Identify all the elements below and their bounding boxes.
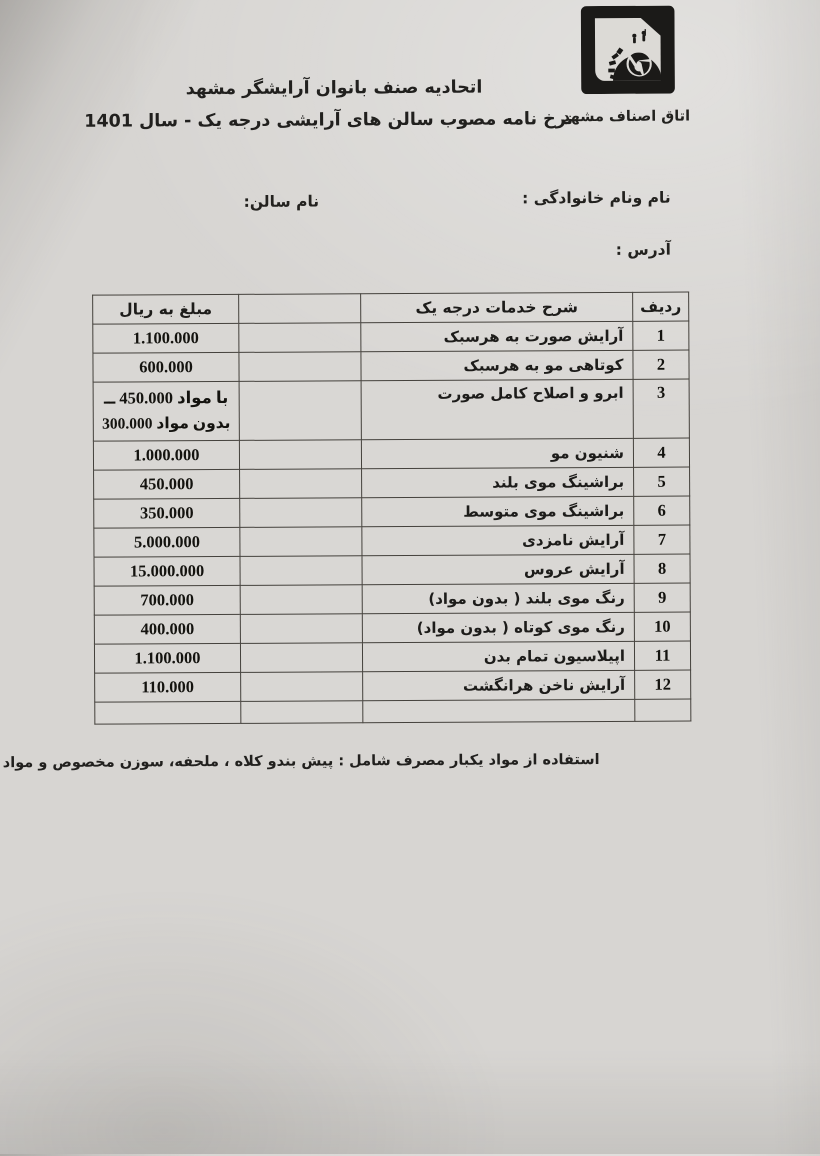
blank-cell (238, 322, 361, 353)
row-number: 1 (632, 321, 689, 351)
col-header-row-no: ردیف (632, 292, 689, 322)
amount-value: 450.000 (139, 473, 194, 494)
amount-value: 700.000 (140, 589, 195, 610)
amount-cell: 5.000.000 (93, 527, 240, 558)
blank-cell (240, 700, 363, 724)
amount-value: 350.000 (139, 502, 194, 523)
service-name: کوتاهی مو به هرسبک (360, 350, 634, 381)
service-name: رنگ موی کوتاه ( بدون مواد) (362, 612, 635, 643)
address-field-label: آدرس : (615, 240, 671, 259)
amount-cell: با مواد 450.000 ــ بدون مواد 300.000 (93, 381, 240, 442)
amount-value: 600.000 (139, 356, 193, 377)
col-header-service: شرح خدمات درجه یک (360, 292, 633, 323)
amount-cell: 110.000 (94, 672, 241, 703)
amount-cell: 1.100.000 (92, 323, 239, 354)
row-number: 6 (633, 496, 690, 526)
row-number: 10 (634, 612, 691, 642)
blank-cell (240, 584, 363, 615)
service-name: براشینگ موی بلند (361, 467, 634, 498)
row-number: 4 (633, 438, 690, 468)
chamber-of-guilds-logo-icon (580, 5, 675, 95)
amount-cell: 600.000 (92, 352, 240, 383)
amount-value: با مواد 450.000 ــ (103, 388, 229, 409)
amount-cell: 1.000.000 (93, 440, 240, 471)
amount-value-secondary: بدون مواد 300.000 (102, 414, 231, 433)
service-name: آرایش صورت به هرسبک (360, 321, 633, 352)
service-name: ابرو و اصلاح کامل صورت (361, 379, 634, 440)
table-row: 9 رنگ موی بلند ( بدون مواد) 700.000 (94, 583, 691, 616)
table-row: 8 آرایش عروس 15.000.000 (93, 554, 691, 587)
table-row: 1 آرایش صورت به هرسبک 1.100.000 (92, 321, 689, 354)
table-row: 10 رنگ موی کوتاه ( بدون مواد) 400.000 (94, 612, 691, 645)
row-number: 2 (632, 350, 690, 380)
table-row: 11 اپیلاسیون تمام بدن 1.100.000 (94, 641, 691, 674)
blank-cell (239, 380, 362, 441)
chamber-name: اتاق اصناف مشهد (562, 108, 691, 126)
row-number: 8 (633, 554, 691, 584)
amount-cell: 1.100.000 (94, 643, 241, 674)
service-name: اپیلاسیون تمام بدن (362, 641, 635, 672)
amount-cell: 15.000.000 (93, 556, 241, 587)
row-number: 3 (633, 379, 690, 439)
document-title: نرخ نامه مصوب سالن های آرایشی درجه یک - … (84, 109, 574, 132)
blank-cell (240, 613, 363, 644)
blank-cell (238, 351, 362, 382)
amount-value: 1.100.000 (134, 647, 201, 668)
col-header-blank (238, 293, 361, 324)
amount-value: 5.000.000 (133, 531, 200, 552)
amount-value: 1.000.000 (133, 444, 200, 465)
blank-cell (239, 555, 363, 586)
table-row: 4 شنیون مو 1.000.000 (93, 438, 690, 471)
amount-value: 1.100.000 (132, 327, 199, 348)
table-row: 5 براشینگ موی بلند 450.000 (93, 467, 690, 500)
price-table: ردیف شرح خدمات درجه یک مبلغ به ریال 1 آر… (92, 292, 691, 725)
full-name-field-label: نام ونام خانوادگی : (522, 188, 671, 208)
row-number: 11 (634, 641, 691, 671)
service-name: براشینگ موی متوسط (361, 496, 634, 527)
service-name: آرایش ناخن هرانگشت (362, 670, 635, 701)
service-name (362, 699, 635, 723)
table-row: 2 کوتاهی مو به هرسبک 600.000 (92, 350, 690, 383)
row-number (634, 699, 691, 722)
service-name: آرایش عروس (361, 554, 635, 585)
blank-cell (239, 439, 362, 470)
table-row-empty (94, 699, 691, 725)
blank-cell (240, 671, 363, 702)
amount-value: 15.000.000 (129, 560, 205, 581)
table-row: 7 آرایش نامزدی 5.000.000 (93, 525, 690, 558)
amount-cell: 700.000 (94, 585, 241, 616)
service-name: آرایش نامزدی (361, 525, 634, 556)
blank-cell (240, 642, 363, 673)
col-header-amount: مبلغ به ریال (92, 294, 239, 325)
table-row: 6 براشینگ موی متوسط 350.000 (93, 496, 690, 529)
salon-name-field-label: نام سالن: (243, 192, 320, 211)
row-number: 9 (634, 583, 691, 613)
amount-value: 110.000 (141, 676, 195, 697)
union-title: اتحادیه صنف بانوان آرایشگر مشهد (185, 77, 483, 100)
amount-cell: 400.000 (94, 614, 241, 645)
row-number: 5 (633, 467, 690, 497)
service-name: شنیون مو (361, 438, 634, 469)
blank-cell (239, 526, 362, 557)
service-name: رنگ موی بلند ( بدون مواد) (362, 583, 635, 614)
table-row: 12 آرایش ناخن هرانگشت 110.000 (94, 670, 691, 703)
amount-cell: 450.000 (93, 469, 240, 500)
amount-value: 400.000 (140, 618, 195, 639)
table-row: 3 ابرو و اصلاح کامل صورت با مواد 450.000… (93, 379, 690, 442)
blank-cell (239, 497, 362, 528)
amount-cell: 350.000 (93, 498, 240, 529)
row-number: 7 (633, 525, 690, 555)
table-header-row: ردیف شرح خدمات درجه یک مبلغ به ریال (92, 292, 689, 325)
amount-cell (94, 701, 241, 725)
blank-cell (239, 468, 362, 499)
row-number: 12 (634, 670, 691, 700)
single-use-materials-note: استفاده از مواد یکبار مصرف شامل : پیش بن… (0, 752, 600, 772)
